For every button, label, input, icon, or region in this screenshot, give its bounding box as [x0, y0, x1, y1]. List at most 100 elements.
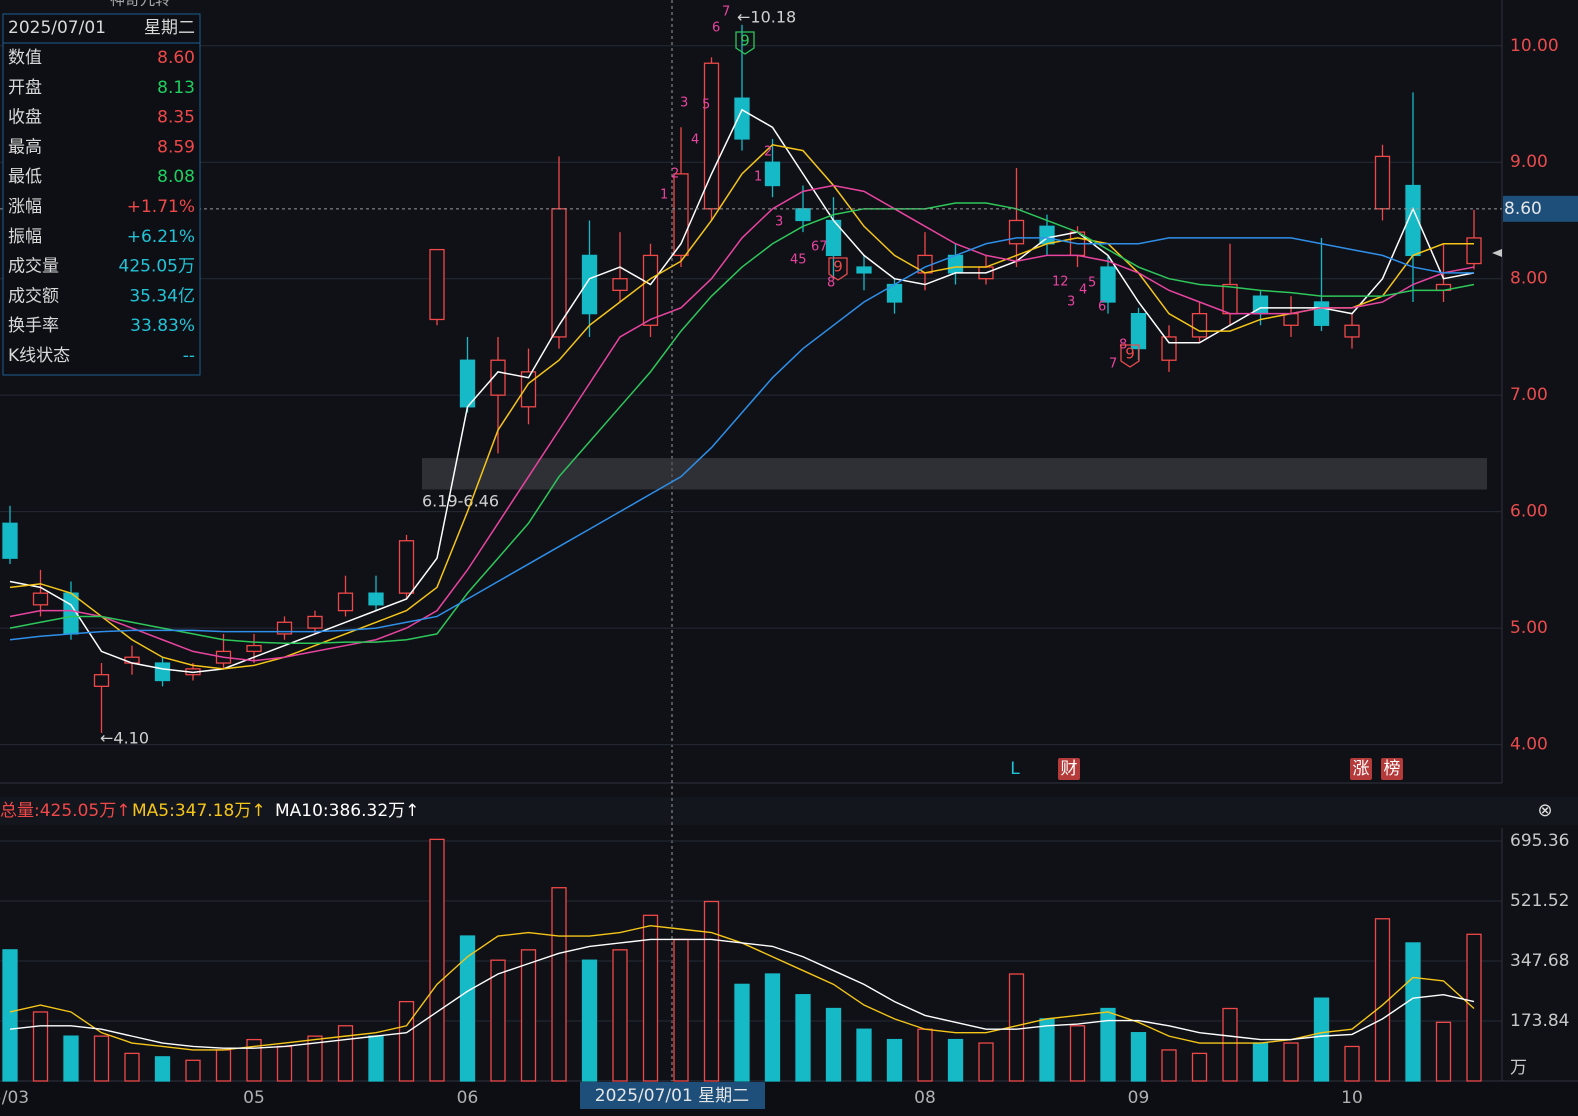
volume-bar	[2, 949, 18, 1082]
info-weekday: 星期二	[144, 18, 195, 38]
td-count: 7	[1109, 357, 1117, 372]
td-count: 6	[1098, 300, 1106, 315]
volume-bar	[246, 1038, 262, 1082]
crosshair-date-box	[580, 1082, 765, 1109]
info-value: 8.35	[157, 108, 195, 128]
info-label: 涨幅	[8, 197, 42, 217]
info-label: 最低	[8, 167, 42, 187]
y-tick-label: 521.52	[1510, 891, 1569, 911]
info-value: 33.83%	[130, 316, 195, 336]
td-count: 1	[660, 188, 668, 203]
info-value: 425.05万	[119, 257, 195, 277]
info-label: 成交量	[8, 257, 59, 277]
td-nine-box	[735, 31, 755, 55]
candle-body	[581, 254, 598, 315]
indicator-name: 神奇九转	[110, 0, 170, 9]
volume-bar	[1161, 1049, 1177, 1082]
y-tick-label: 173.84	[1510, 1011, 1569, 1031]
candle-body	[398, 540, 415, 594]
price-marker	[1492, 249, 1502, 257]
x-tick-label: 09	[1128, 1088, 1150, 1108]
info-date: 2025/07/01	[8, 18, 106, 38]
info-value: 8.60	[157, 48, 195, 68]
candle-body	[429, 248, 445, 321]
x-tick-label: 10	[1341, 1088, 1363, 1108]
candle-body	[1313, 301, 1330, 326]
volume-bar	[551, 887, 567, 1082]
candle-body	[1130, 312, 1147, 350]
close-icon[interactable]: ⊗	[1537, 800, 1552, 821]
info-value: 8.13	[157, 78, 195, 98]
crosshair-price-box	[1503, 195, 1578, 222]
candle-body	[642, 254, 659, 326]
event-tag: 财	[1061, 759, 1078, 779]
info-panel: 神奇九转 2025/07/01 星期二 数值 8.60 开盘 8.13 收盘 8.35 最高…	[2, 0, 201, 376]
volume-bar	[337, 1025, 354, 1082]
volume-unit: 万	[1510, 1058, 1527, 1078]
volume-bar	[978, 1042, 994, 1082]
td-count: 1	[754, 170, 762, 185]
volume-bar	[703, 900, 720, 1082]
td-count: 2	[764, 145, 772, 160]
candle-body	[2, 522, 18, 559]
zone-label: 6.19-6.46	[422, 492, 499, 511]
candle-body	[307, 615, 323, 629]
volume-bar	[947, 1038, 964, 1082]
ma-line	[9, 237, 1474, 641]
y-tick-label: 5.00	[1510, 618, 1548, 638]
volume-bar	[1222, 1007, 1238, 1082]
candle-body	[1374, 155, 1391, 210]
td-count: 7	[722, 5, 730, 20]
ma-line	[9, 184, 1475, 662]
x-tick-label: 08	[914, 1088, 936, 1108]
info-label: 成交额	[8, 286, 59, 306]
support-zone	[422, 458, 1487, 490]
info-panel-box	[2, 13, 201, 376]
candle-body	[124, 656, 140, 664]
volume-bar	[642, 914, 659, 1082]
volume-bar	[1069, 1025, 1086, 1082]
price-extreme-label: ←10.18	[737, 8, 796, 27]
volume-bar	[612, 949, 628, 1082]
x-tick-label: 5/03	[0, 1088, 29, 1108]
event-tag-box	[1381, 758, 1403, 780]
td-count: 67	[811, 240, 828, 255]
info-label: 收盘	[8, 108, 42, 128]
volume-bar	[459, 935, 476, 1082]
volume-bar	[215, 1049, 232, 1082]
td-nine: 9	[1125, 345, 1135, 363]
info-value: 8.08	[157, 167, 195, 187]
ma-line	[9, 108, 1475, 674]
volume-bar	[581, 959, 598, 1082]
volume-bar	[1283, 1042, 1299, 1082]
td-count: 3	[775, 215, 783, 230]
td-count: 3	[680, 96, 688, 111]
info-label: K线状态	[8, 346, 70, 366]
volume-header: MA5:347.18万↑	[132, 801, 266, 821]
info-label: 数值	[8, 48, 42, 68]
info-value: +6.21%	[127, 227, 195, 247]
info-label: 振幅	[8, 227, 42, 247]
td-count: 12	[1052, 275, 1069, 290]
candle-body	[1191, 312, 1208, 338]
event-tag: 榜	[1384, 759, 1401, 779]
date-bar	[0, 1081, 1578, 1116]
td-count: 4	[691, 133, 699, 148]
td-count: 6	[712, 21, 720, 36]
candle-body	[1100, 266, 1116, 303]
volume-bar	[307, 1035, 323, 1082]
info-value: 35.34亿	[129, 286, 195, 306]
candle-body	[1161, 336, 1177, 361]
volume-bar	[93, 1035, 110, 1082]
candle-body	[459, 359, 476, 408]
volume-bar	[429, 838, 445, 1082]
td-count: 4	[1079, 283, 1087, 298]
volume-bar	[856, 1028, 872, 1082]
y-tick-label: 7.00	[1510, 385, 1548, 405]
volume-bar	[1039, 1018, 1055, 1082]
volume-bar	[1374, 918, 1391, 1082]
td-nine-box	[1120, 344, 1140, 368]
volume-header-bar	[0, 797, 1578, 825]
volume-bar	[398, 1000, 415, 1082]
volume-bar	[520, 949, 537, 1082]
